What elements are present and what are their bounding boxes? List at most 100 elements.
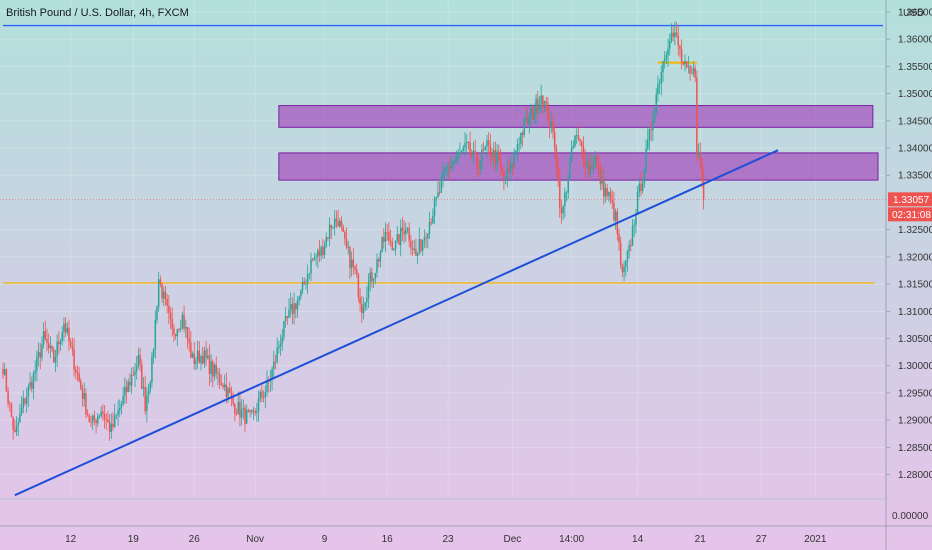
candle-body — [411, 247, 414, 250]
candle-body — [652, 120, 654, 131]
candle-body — [90, 421, 92, 423]
candle-body — [420, 239, 422, 251]
candle-body — [391, 241, 393, 250]
candle-body — [630, 245, 632, 246]
candle-body — [408, 227, 410, 241]
uptrend-line[interactable] — [14, 149, 779, 497]
candle-body — [567, 178, 569, 193]
candle-body — [430, 222, 432, 224]
candle-body — [438, 192, 441, 194]
candle-body — [317, 250, 319, 257]
candle-body — [550, 121, 553, 128]
candle-body — [423, 237, 426, 241]
candle-body — [508, 168, 510, 172]
lower-zone[interactable] — [278, 152, 879, 181]
candle-body — [196, 350, 199, 361]
candle-body — [504, 178, 507, 181]
candle-body — [37, 352, 40, 357]
candle-body — [223, 384, 226, 388]
currency-label[interactable]: USD — [903, 8, 924, 19]
candle-body — [528, 114, 531, 124]
candle-body — [450, 165, 453, 169]
candle-body — [344, 231, 346, 239]
candle-body — [432, 216, 434, 224]
candle-body — [496, 151, 498, 164]
candle-body — [486, 140, 488, 147]
candle-body — [244, 407, 246, 424]
price-tick-label: 1.31000 — [898, 307, 932, 318]
candle-body — [208, 355, 211, 375]
price-tick-label: 1.34000 — [898, 144, 932, 155]
candle-body — [398, 234, 400, 245]
candle-body — [350, 259, 353, 268]
price-tick-label: 1.35000 — [898, 89, 932, 100]
candle-body — [625, 261, 627, 267]
candle-body — [289, 303, 292, 310]
candle-body — [428, 222, 431, 234]
candle-body — [572, 145, 575, 149]
candle-body — [555, 148, 558, 169]
candle-body — [200, 355, 202, 364]
candle-body — [20, 407, 23, 414]
candle-body — [135, 366, 138, 372]
candle-body — [640, 183, 642, 192]
candle-body — [487, 140, 490, 145]
candle-body — [685, 61, 688, 68]
candle-body — [34, 370, 36, 374]
candle-body — [164, 291, 167, 300]
candle-body — [271, 369, 273, 380]
candle-body — [41, 344, 43, 358]
candles-layer[interactable] — [2, 21, 705, 441]
candle-body — [469, 142, 471, 155]
candle-body — [185, 327, 187, 329]
candle-body — [144, 387, 146, 412]
price-tick-label: 1.29500 — [898, 388, 932, 399]
candle-body — [283, 320, 285, 338]
countdown-badge: 02:31:08 — [888, 207, 932, 222]
candle-body — [597, 163, 600, 168]
candle-body — [108, 421, 111, 432]
candle-body — [592, 166, 595, 169]
candle-body — [203, 350, 206, 364]
candle-body — [239, 401, 241, 418]
countdown-badge-bg — [888, 207, 932, 222]
price-tick-label: 1.35500 — [898, 62, 932, 73]
candle-body — [32, 373, 35, 389]
candle-body — [355, 269, 358, 275]
candle-body — [579, 139, 581, 142]
candle-body — [254, 411, 256, 413]
candle-body — [127, 382, 129, 392]
candle-body — [474, 150, 476, 154]
candle-body — [152, 348, 155, 358]
time-tick-label: 27 — [756, 534, 768, 545]
candle-body — [117, 410, 119, 416]
candle-body — [59, 340, 62, 345]
candle-body — [628, 245, 630, 252]
candle-body — [306, 274, 309, 285]
candle-body — [587, 162, 590, 175]
candle-body — [49, 345, 52, 349]
candle-body — [352, 259, 355, 267]
candle-body — [176, 329, 179, 337]
time-axis[interactable]: 12 19 26 Nov 9 16 23 Dec 14:00 14 21 27 2021 — [65, 534, 827, 545]
candle-body — [452, 162, 454, 166]
upper-zone[interactable] — [278, 105, 874, 128]
candle-body — [247, 410, 250, 412]
candle-body — [575, 135, 578, 136]
candle-body — [276, 348, 278, 362]
price-axis[interactable]: 1.36500 1.36000 1.35500 1.35000 1.34500 1.340… — [886, 7, 932, 481]
candle-body — [110, 423, 113, 432]
candle-body — [589, 165, 591, 175]
candle-body — [220, 382, 223, 386]
candle-body — [308, 273, 311, 275]
candle-body — [333, 218, 336, 228]
candle-body — [100, 411, 102, 416]
candle-body — [484, 146, 487, 150]
candle-body — [19, 413, 21, 423]
candle-body — [658, 83, 661, 85]
candle-body — [301, 281, 304, 291]
candle-body — [447, 166, 449, 168]
candle-body — [684, 61, 686, 65]
candle-body — [621, 264, 624, 273]
